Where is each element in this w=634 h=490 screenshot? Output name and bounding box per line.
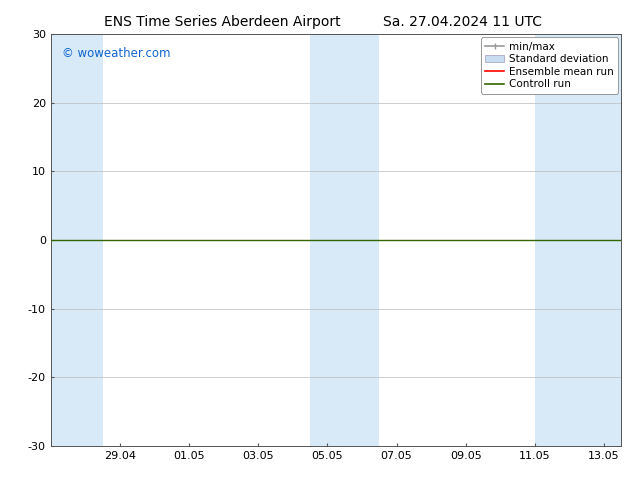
Bar — [51, 34, 103, 446]
Bar — [535, 34, 621, 446]
Text: © woweather.com: © woweather.com — [62, 47, 171, 60]
Bar — [310, 34, 379, 446]
Text: ENS Time Series Aberdeen Airport: ENS Time Series Aberdeen Airport — [103, 15, 340, 29]
Legend: min/max, Standard deviation, Ensemble mean run, Controll run: min/max, Standard deviation, Ensemble me… — [481, 37, 618, 94]
Text: Sa. 27.04.2024 11 UTC: Sa. 27.04.2024 11 UTC — [384, 15, 542, 29]
